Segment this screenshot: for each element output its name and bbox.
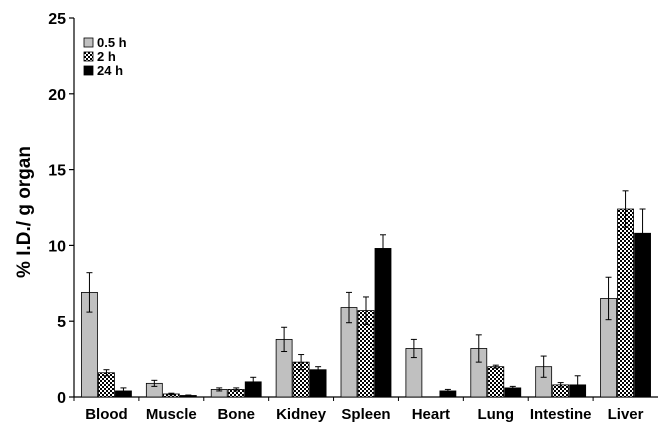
x-tick-label: Liver xyxy=(608,406,644,423)
y-tick-label: 10 xyxy=(48,238,66,255)
plot-area: 0 5 10 15 20 25 Blood Muscle Bone Kidney Spleen Hea… xyxy=(48,11,658,423)
y-tick-label: 15 xyxy=(48,163,66,180)
y-tick-label: 5 xyxy=(57,314,66,331)
legend-swatch xyxy=(83,65,94,76)
legend-label: 2 h xyxy=(97,49,116,64)
x-tick-label: Blood xyxy=(85,406,128,423)
x-tick-label: Heart xyxy=(412,406,450,423)
x-tick-label: Bone xyxy=(217,406,255,423)
bar xyxy=(309,369,327,398)
bar xyxy=(98,372,115,398)
x-tick-label: Lung xyxy=(477,406,514,423)
legend: 0.5 h2 h24 h xyxy=(83,35,127,78)
x-tick-label: Kidney xyxy=(276,406,327,423)
bar xyxy=(617,208,634,398)
legend-swatch xyxy=(83,51,94,62)
y-tick-label: 20 xyxy=(48,87,66,104)
y-axis-title: % I.D./ g organ xyxy=(14,146,35,278)
y-tick-label: 25 xyxy=(48,11,66,28)
y-tick-label: 0 xyxy=(57,390,66,407)
bar xyxy=(487,366,505,398)
bar xyxy=(374,248,392,398)
legend-swatch xyxy=(83,37,94,48)
x-tick-label: Spleen xyxy=(341,406,390,423)
x-tick-label: Muscle xyxy=(146,406,197,423)
x-tick-label: Intestine xyxy=(530,406,592,423)
legend-label: 0.5 h xyxy=(97,35,127,50)
legend-label: 24 h xyxy=(97,63,123,78)
